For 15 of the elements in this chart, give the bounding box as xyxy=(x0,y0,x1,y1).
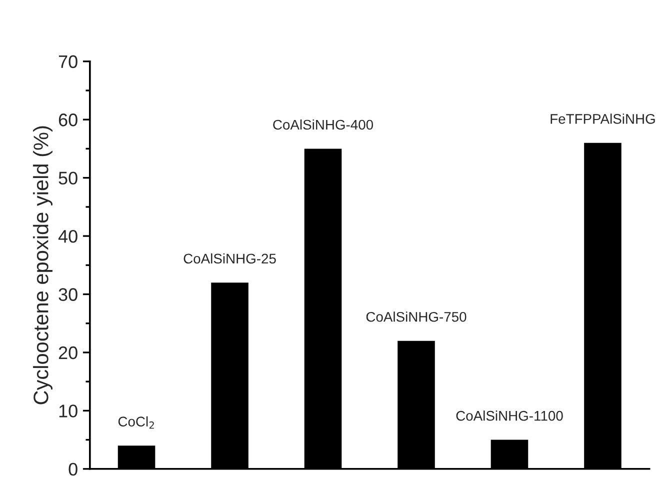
y-tick-label: 10 xyxy=(59,404,78,418)
x-tick-label: CoAlSiNHG-25 xyxy=(184,253,276,264)
y-axis-title: Cyclooctene epoxide yield (%) xyxy=(33,126,52,404)
x-tick-label: CoAlSiNHG-1100 xyxy=(456,410,563,421)
x-tick-label: CoAlSiNHG-400 xyxy=(273,119,374,130)
y-tick-label: 70 xyxy=(58,55,78,68)
x-tick-label: CoCl$_{2}$ xyxy=(118,416,154,429)
y-tick-label: 40 xyxy=(58,230,78,243)
y-tick-label: 50 xyxy=(58,172,78,185)
y-tick-label: 30 xyxy=(58,288,78,301)
y-tick-label: 20 xyxy=(58,346,78,360)
x-tick-label: FeTFPPAlSiNHG xyxy=(550,114,655,124)
y-tick-label: 60 xyxy=(58,114,78,126)
x-tick-label: CoAlSiNHG-750 xyxy=(366,312,466,322)
y-tick-label: 0 xyxy=(68,462,78,476)
